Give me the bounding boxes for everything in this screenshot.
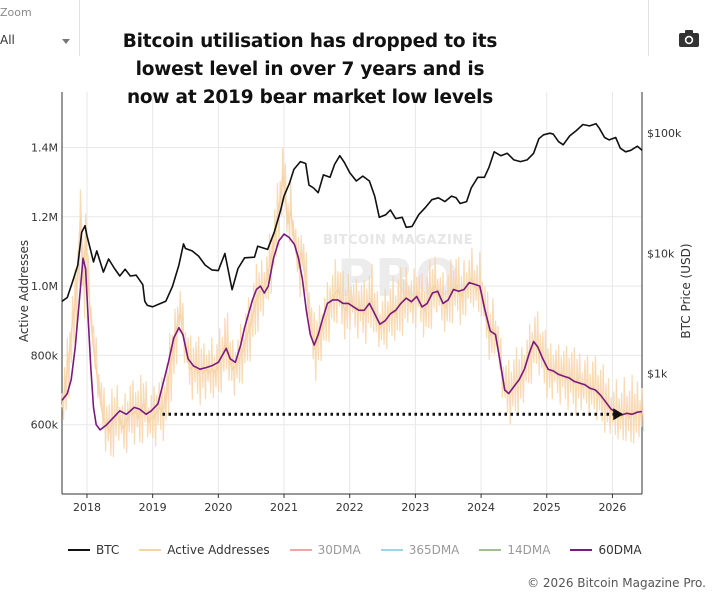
headline-line-1: Bitcoin utilisation has dropped to its <box>122 31 498 52</box>
legend-label: 60DMA <box>598 543 642 557</box>
series-active-addresses-band <box>61 147 645 458</box>
legend-item-active-addresses[interactable]: Active Addresses <box>139 543 270 557</box>
y-right-tick-label: $1k <box>647 368 668 381</box>
chart-legend: BTC Active Addresses 30DMA 365DMA 14DMA 60DMA <box>68 541 662 559</box>
zoom-label: Zoom <box>0 6 32 19</box>
legend-swatch <box>570 549 593 551</box>
series-btc <box>61 122 643 308</box>
watermark-line-1: BITCOIN MAGAZINE <box>323 233 473 248</box>
legend-item-30dma[interactable]: 30DMA <box>289 543 361 557</box>
zoom-value: All <box>0 33 15 47</box>
series-active-addresses <box>61 175 643 434</box>
x-tick-label: 2018 <box>73 501 101 514</box>
legend-label: 14DMA <box>507 543 551 557</box>
x-tick-label: 2025 <box>533 501 561 514</box>
zoom-dropdown[interactable]: All <box>0 30 78 52</box>
x-tick-label: 2021 <box>270 501 298 514</box>
y-left-tick-label: 1.4M <box>31 141 58 154</box>
series-60dma <box>61 233 643 431</box>
x-tick-label: 2019 <box>139 501 167 514</box>
legend-item-14dma[interactable]: 14DMA <box>479 543 550 557</box>
x-tick-label: 2024 <box>467 501 495 514</box>
x-tick-label: 2023 <box>401 501 429 514</box>
headline-line-2: lowest level in over 7 years and is <box>135 59 485 80</box>
legend-label: Active Addresses <box>167 543 270 557</box>
y-left-axis-title: Active Addresses <box>17 240 31 342</box>
toolbar-divider <box>648 0 649 56</box>
legend-item-365dma[interactable]: 365DMA <box>380 543 460 557</box>
legend-item-btc[interactable]: BTC <box>68 543 119 557</box>
legend-item-60dma[interactable]: 60DMA <box>570 543 642 557</box>
y-left-tick-label: 1.2M <box>31 211 58 224</box>
legend-swatch <box>380 549 403 551</box>
legend-label: 30DMA <box>317 543 361 557</box>
x-tick-label: 2022 <box>336 501 364 514</box>
chart-canvas: BITCOIN MAGAZINEPRO600k800k1.0M1.2M1.4M$… <box>17 92 693 514</box>
legend-swatch <box>479 549 502 551</box>
y-left-tick-label: 800k <box>31 349 59 362</box>
y-right-tick-label: $10k <box>647 247 675 260</box>
x-tick-label: 2026 <box>598 501 626 514</box>
legend-swatch <box>68 549 90 551</box>
headline-line-3: now at 2019 bear market low levels <box>126 87 494 108</box>
legend-label: 365DMA <box>408 543 460 557</box>
y-right-tick-label: $100k <box>647 127 682 140</box>
x-tick-label: 2020 <box>204 501 232 514</box>
copyright-text: © 2026 Bitcoin Magazine Pro. <box>527 576 706 590</box>
camera-icon[interactable] <box>678 28 700 48</box>
y-left-tick-label: 600k <box>31 419 59 432</box>
y-left-tick-label: 1.0M <box>31 280 58 293</box>
legend-label: BTC <box>96 543 120 557</box>
toolbar-divider <box>79 0 80 56</box>
chart-toolbar: Zoom All <box>0 0 714 56</box>
chevron-down-icon <box>62 39 70 44</box>
legend-swatch <box>139 549 162 551</box>
y-right-axis-title: BTC Price (USD) <box>679 243 693 338</box>
annotation-arrowhead <box>613 408 624 421</box>
chart-headline: Bitcoin utilisation has dropped to its l… <box>90 28 530 112</box>
legend-swatch <box>289 549 312 551</box>
